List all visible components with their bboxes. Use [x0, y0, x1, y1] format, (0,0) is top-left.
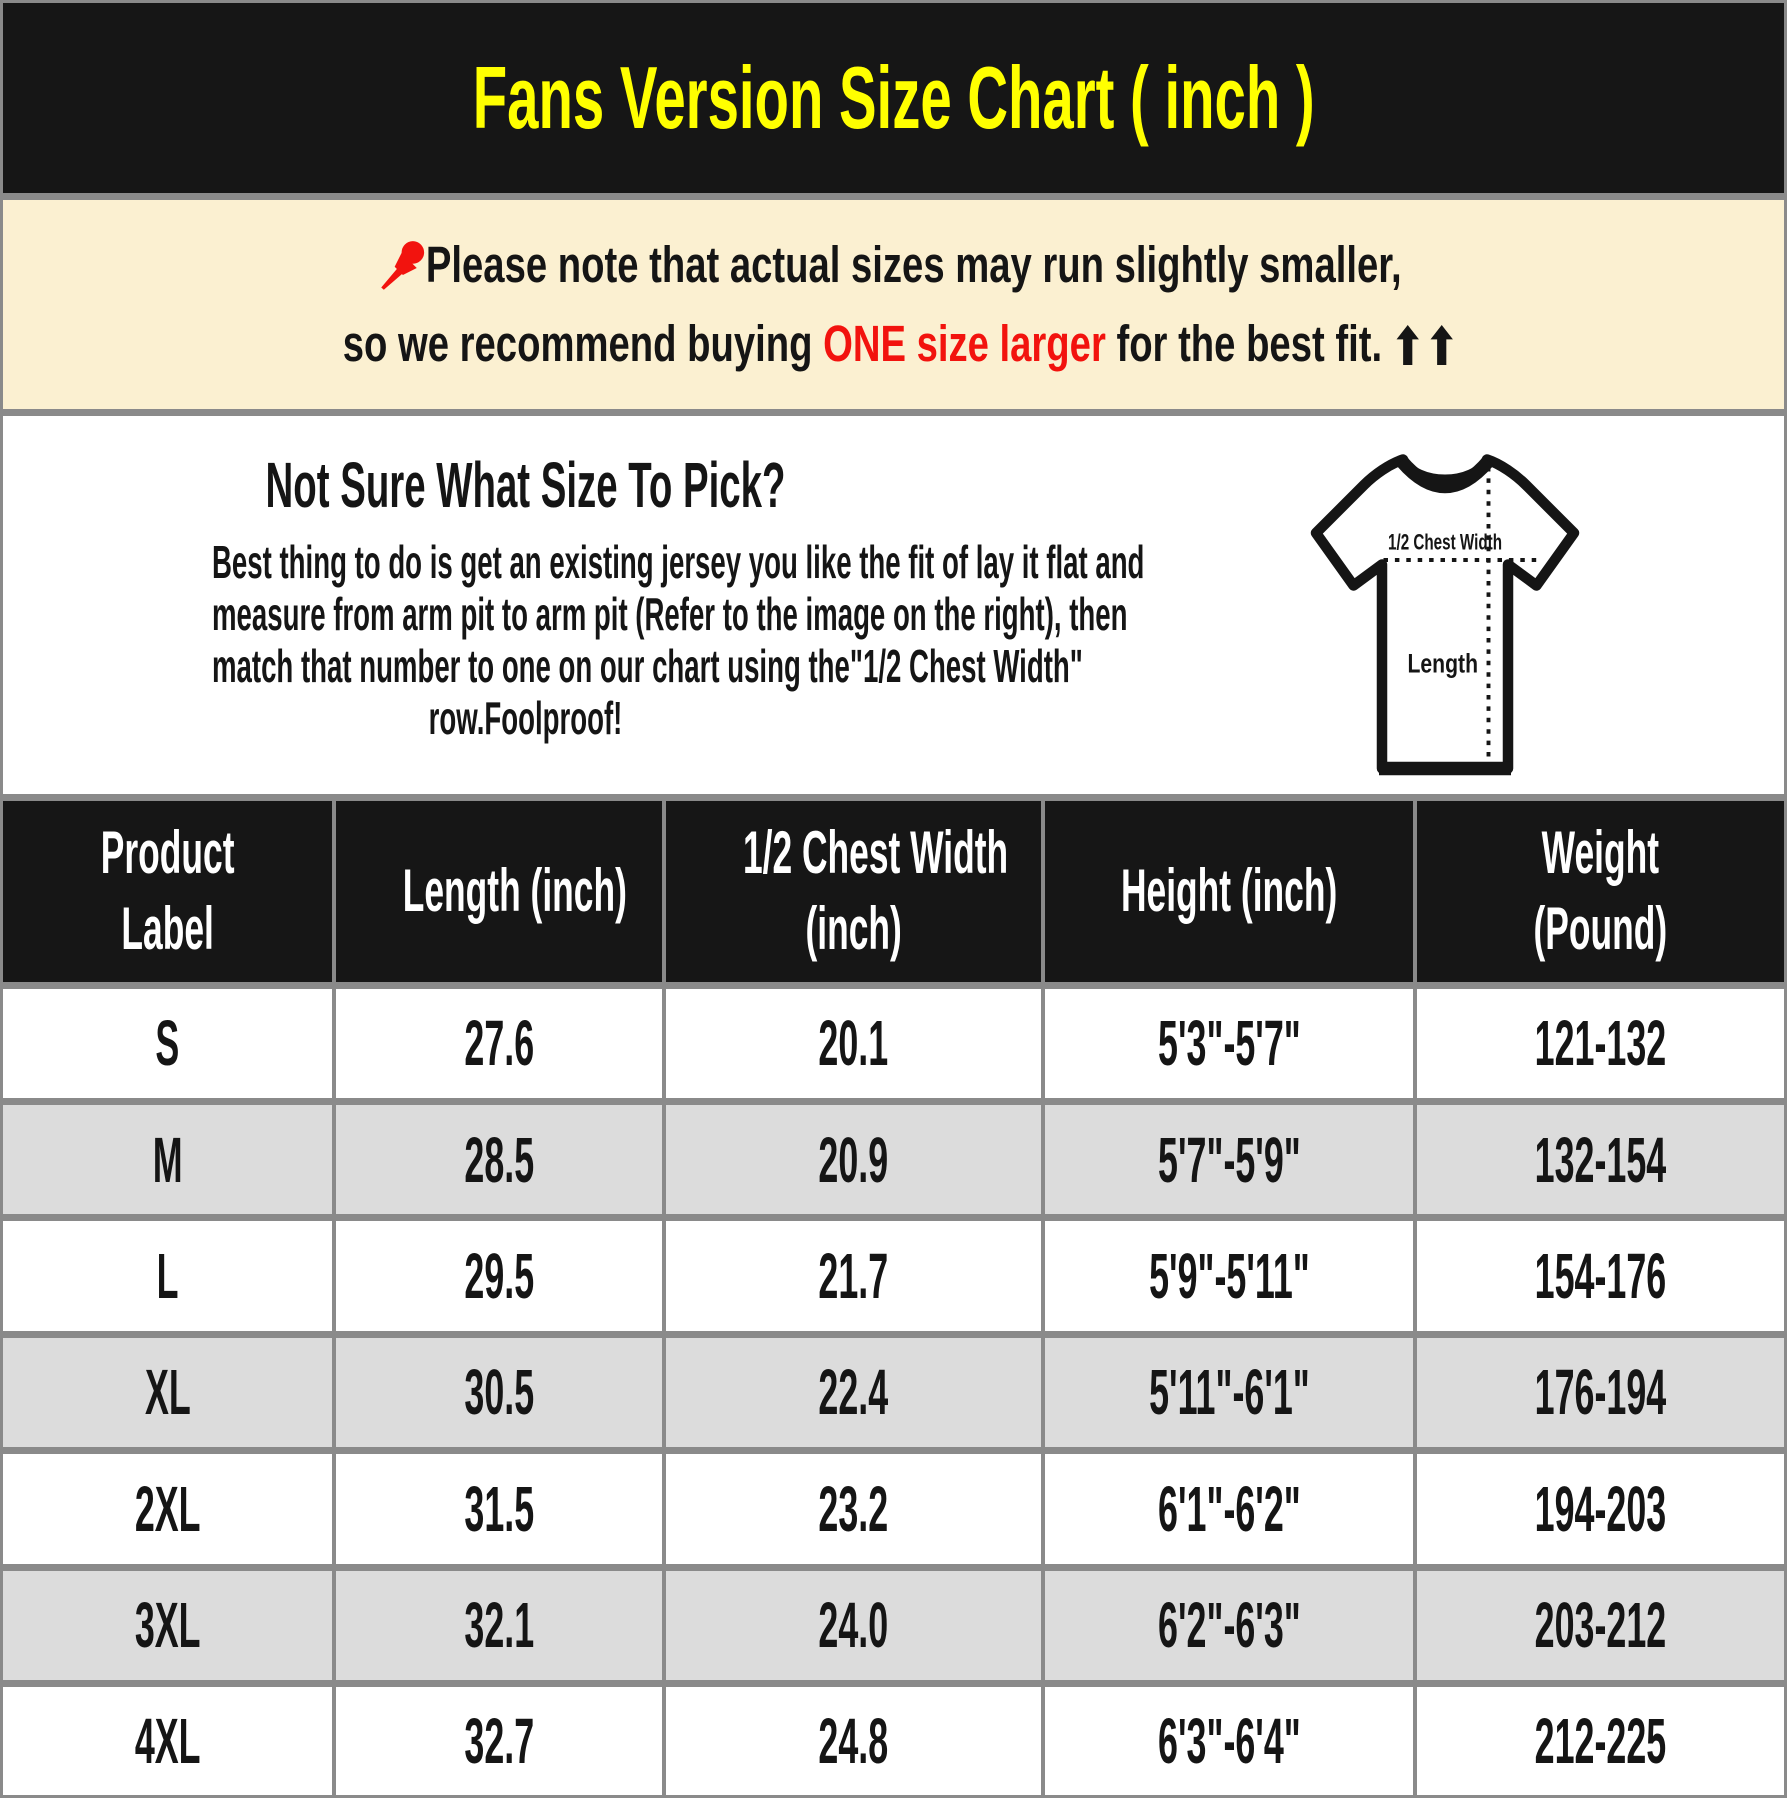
- weight-value: 203-212: [1534, 1589, 1667, 1662]
- note-text-1: Please note that actual sizes may run sl…: [425, 236, 1402, 294]
- guide-text-block: Not Sure What Size To Pick? Best thing t…: [3, 448, 1145, 744]
- length-value: 32.7: [464, 1705, 534, 1778]
- chest-value: 23.2: [818, 1472, 889, 1545]
- note-band: Please note that actual sizes may run sl…: [3, 193, 1784, 409]
- table-row-l: L 29.5 21.7 5'9"-5'11" 154-176: [3, 1214, 1784, 1338]
- header-line: Height (inch): [1121, 857, 1338, 925]
- tshirt-collar: [1396, 456, 1494, 494]
- length-value: 30.5: [464, 1356, 534, 1429]
- header-line: 1/2 Chest Width: [742, 819, 1008, 887]
- weight-value: 176-194: [1534, 1356, 1667, 1429]
- red-pushpin-icon: [379, 236, 433, 294]
- length-label: Length: [1408, 649, 1479, 679]
- height-value: 5'11"-6'1": [1148, 1356, 1310, 1429]
- guide-line: measure from arm pit to arm pit (Refer t…: [212, 588, 1128, 640]
- table-row-2xl: 2XL 31.5 23.2 6'1"-6'2" 194-203: [3, 1447, 1784, 1571]
- header-line: (inch): [805, 895, 902, 963]
- guide-line: row.Foolproof!: [428, 692, 623, 744]
- sizing-guide: Not Sure What Size To Pick? Best thing t…: [3, 409, 1784, 794]
- weight-value: 154-176: [1534, 1240, 1667, 1313]
- size-label: 2XL: [134, 1472, 201, 1545]
- col-header-chest-width: 1/2 Chest Width (inch): [661, 801, 1046, 989]
- chest-width-label: 1/2 Chest Width: [1388, 530, 1502, 555]
- size-label: XL: [144, 1356, 191, 1429]
- header-line: Length (inch): [402, 857, 628, 925]
- height-value: 5'3"-5'7": [1157, 1007, 1301, 1080]
- guide-line: Best thing to do is get an existing jers…: [212, 536, 1145, 588]
- weight-value: 194-203: [1534, 1472, 1667, 1545]
- note-line-1: Please note that actual sizes may run sl…: [381, 236, 1402, 294]
- chest-value: 24.0: [818, 1589, 889, 1662]
- up-arrow-icon: [1429, 325, 1453, 366]
- table-header-row: Product Label Length (inch) 1/2 Chest Wi…: [3, 801, 1784, 989]
- chest-value: 24.8: [818, 1705, 889, 1778]
- length-value: 28.5: [464, 1123, 534, 1196]
- page-title: Fans Version Size Chart ( inch ): [472, 48, 1315, 147]
- up-arrow-icon: [1395, 325, 1419, 366]
- table-row-4xl: 4XL 32.7 24.8 6'3"-6'4" 212-225: [3, 1680, 1784, 1795]
- guide-line: match that number to one on our chart us…: [212, 640, 1083, 692]
- table-row-m: M 28.5 20.9 5'7"-5'9" 132-154: [3, 1097, 1784, 1222]
- size-table-wrap: Product Label Length (inch) 1/2 Chest Wi…: [3, 794, 1784, 1795]
- note-text-2-suffix: for the best fit.: [1105, 315, 1382, 373]
- size-label: M: [152, 1123, 183, 1196]
- length-value: 32.1: [464, 1589, 534, 1662]
- note-text-2-prefix: so we recommend buying: [342, 315, 823, 373]
- col-header-height: Height (inch): [1041, 801, 1418, 989]
- table-row-s: S 27.6 20.1 5'3"-5'7" 121-132: [3, 981, 1784, 1105]
- header-line: Label: [121, 895, 214, 963]
- length-value: 27.6: [464, 1007, 534, 1080]
- size-label: 4XL: [134, 1705, 201, 1778]
- chest-value: 21.7: [818, 1240, 889, 1313]
- header-line: (Pound): [1533, 895, 1668, 963]
- weight-value: 121-132: [1534, 1007, 1667, 1080]
- height-value: 6'2"-6'3": [1157, 1589, 1301, 1662]
- tshirt-outline: [1310, 454, 1580, 774]
- size-label: L: [156, 1240, 179, 1313]
- weight-value: 212-225: [1534, 1705, 1667, 1778]
- size-table: Product Label Length (inch) 1/2 Chest Wi…: [3, 801, 1784, 1795]
- guide-heading: Not Sure What Size To Pick?: [265, 449, 786, 521]
- weight-value: 132-154: [1534, 1123, 1667, 1196]
- size-label: 3XL: [134, 1589, 201, 1662]
- col-header-weight: Weight (Pound): [1413, 801, 1784, 989]
- note-line-2: so we recommend buying ONE size larger f…: [342, 315, 1453, 373]
- chest-value: 20.9: [818, 1123, 889, 1196]
- up-arrows: [1385, 316, 1453, 372]
- length-value: 31.5: [464, 1472, 534, 1545]
- chest-value: 20.1: [818, 1007, 889, 1080]
- length-value: 29.5: [464, 1240, 534, 1313]
- col-header-product-label: Product Label: [3, 801, 337, 989]
- col-header-length: Length (inch): [332, 801, 666, 989]
- header-line: Product: [100, 819, 235, 887]
- height-value: 6'3"-6'4": [1157, 1705, 1301, 1778]
- table-row-3xl: 3XL 32.1 24.0 6'2"-6'3" 203-212: [3, 1563, 1784, 1688]
- table-row-xl: XL 30.5 22.4 5'11"-6'1" 176-194: [3, 1330, 1784, 1455]
- size-label: S: [155, 1007, 180, 1080]
- height-value: 6'1"-6'2": [1157, 1472, 1301, 1545]
- header-line: Weight: [1541, 819, 1660, 887]
- note-text-2-highlight: ONE size larger: [822, 315, 1106, 373]
- tshirt-measurement-diagram: 1/2 Chest Width Length: [1310, 454, 1580, 776]
- chest-value: 22.4: [818, 1356, 889, 1429]
- height-value: 5'7"-5'9": [1157, 1123, 1301, 1196]
- title-bar: Fans Version Size Chart ( inch ): [3, 3, 1784, 193]
- height-value: 5'9"-5'11": [1148, 1240, 1310, 1313]
